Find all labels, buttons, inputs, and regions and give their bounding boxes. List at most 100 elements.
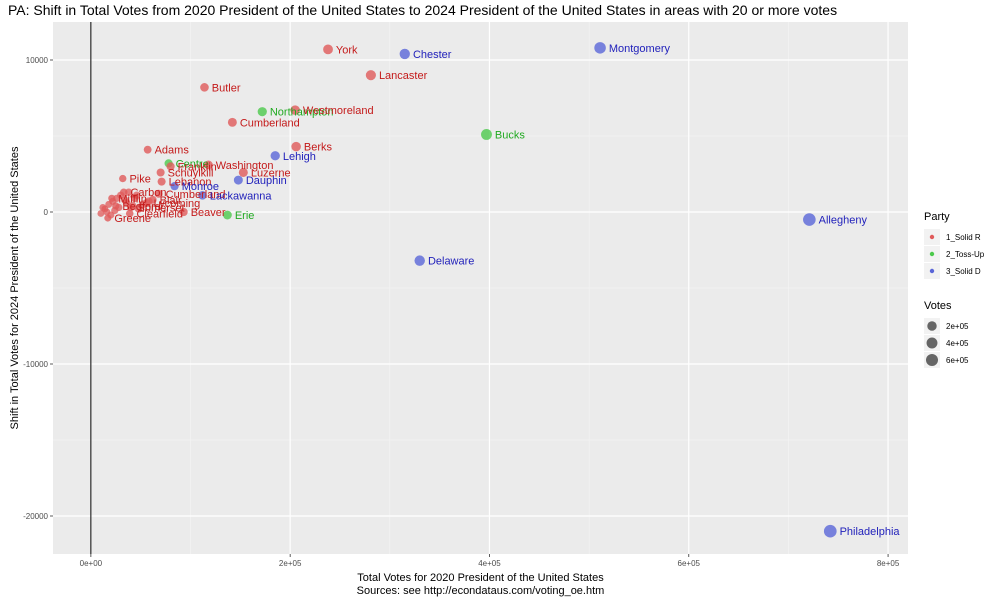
data-label: Chester [413, 49, 452, 61]
data-point [132, 191, 141, 200]
data-point [119, 174, 127, 183]
data-point [104, 214, 112, 222]
legend-label: 4e+05 [946, 339, 969, 348]
data-point [238, 167, 248, 177]
data-label: Westmoreland [303, 105, 374, 117]
legend-label: 2_Toss-Up [946, 250, 985, 259]
data-point [399, 48, 410, 60]
data-point [108, 194, 116, 202]
data-label: Monroe [182, 181, 219, 193]
data-labels: York Chester Montgomery Lancaster Butler Nort… [114, 43, 900, 538]
data-point [803, 213, 816, 226]
data-point [154, 189, 163, 198]
data-label: Somerset [138, 202, 185, 214]
data-point [323, 44, 333, 55]
data-point [179, 207, 188, 217]
data-point [170, 182, 179, 191]
legend-party-title: Party [924, 211, 950, 223]
minor-grid [53, 22, 908, 554]
data-label: Adams [155, 145, 190, 157]
data-point [823, 524, 837, 538]
legend-swatch [929, 268, 935, 274]
data-label: Cumberland [240, 117, 300, 129]
legend-label: 2e+05 [946, 322, 969, 331]
y-tick-label: -20000 [23, 512, 48, 521]
data-label: Lebanon [169, 177, 212, 189]
y-axis-ticks: 10000 0 -10000 -20000 [23, 56, 53, 521]
data-label: Carbon [130, 187, 166, 199]
data-point [148, 195, 157, 204]
data-points [97, 42, 837, 538]
data-label: Mifflin [118, 193, 147, 205]
data-label: Clearfield [136, 209, 182, 221]
x-axis-title: Total Votes for 2020 President of the Un… [357, 572, 604, 584]
data-label: Erie [235, 210, 255, 222]
y-tick-label: -10000 [23, 360, 48, 369]
x-axis-ticks: 0e+00 2e+05 4e+05 6e+05 8e+05 [80, 554, 900, 568]
data-label: Dauphin [246, 175, 287, 187]
data-point [227, 117, 237, 127]
data-label: Franklin [178, 161, 217, 173]
legend-label: 6e+05 [946, 356, 969, 365]
chart-title: PA: Shift in Total Votes from 2020 Presi… [8, 2, 838, 18]
data-label: Washington [216, 160, 274, 172]
data-point [222, 210, 232, 220]
data-point [143, 145, 152, 154]
legend-swatch [927, 321, 937, 331]
data-point [120, 188, 128, 196]
y-tick-label: 0 [44, 208, 49, 217]
data-point [142, 198, 151, 207]
data-point [157, 177, 166, 186]
data-label: Butler [212, 82, 241, 94]
data-label: Beaver [191, 207, 226, 219]
data-point [156, 168, 165, 177]
data-label: Blair [160, 195, 182, 207]
x-tick-label: 8e+05 [877, 559, 900, 568]
legend-votes-items: 2e+05 4e+05 6e+05 [924, 318, 969, 368]
x-tick-label: 4e+05 [478, 559, 501, 568]
data-point [291, 141, 301, 152]
y-tick-label: 10000 [26, 56, 49, 65]
data-label: York [336, 44, 358, 56]
data-label: Lehigh [283, 151, 316, 163]
data-point [365, 70, 376, 81]
data-point [233, 175, 243, 185]
legend-label: 1_Solid R [946, 233, 981, 242]
data-point [121, 196, 129, 204]
data-label: Northampton [270, 107, 334, 119]
chart-caption: Sources: see http://econdataus.com/votin… [357, 585, 605, 597]
legend-swatch [926, 337, 938, 349]
data-point [594, 42, 606, 54]
legend-label: 3_Solid D [946, 267, 981, 276]
x-tick-label: 6e+05 [678, 559, 701, 568]
legend-party-items: 1_Solid R 2_Toss-Up 3_Solid D [924, 229, 985, 279]
data-point [414, 255, 425, 266]
data-label: Schuylkill [168, 167, 214, 179]
legend-votes-title: Votes [924, 300, 952, 312]
x-tick-label: 0e+00 [80, 559, 103, 568]
data-point [270, 151, 280, 161]
legend-swatch [926, 354, 938, 366]
data-label: Bucks [495, 129, 525, 141]
data-label: Lancaster [379, 70, 428, 82]
data-point [204, 160, 213, 170]
data-label: Pike [129, 174, 150, 186]
legend-swatch [929, 251, 935, 257]
data-label: Centre [176, 158, 209, 170]
data-label: Greene [114, 213, 151, 225]
data-label: Lycoming [154, 198, 201, 210]
data-point [126, 203, 135, 212]
data-point [290, 105, 300, 115]
legend: Party 1_Solid R2_Toss-Up3_Solid D Votes … [924, 211, 985, 368]
data-point [198, 190, 207, 200]
data-point [481, 129, 492, 140]
data-label: Lackawanna [210, 190, 273, 202]
data-point [125, 209, 134, 218]
data-point [200, 83, 209, 92]
data-label: Allegheny [819, 215, 868, 227]
data-point [112, 202, 120, 210]
data-label: Delaware [428, 256, 474, 268]
legend-swatch [929, 234, 935, 240]
x-tick-label: 2e+05 [279, 559, 302, 568]
